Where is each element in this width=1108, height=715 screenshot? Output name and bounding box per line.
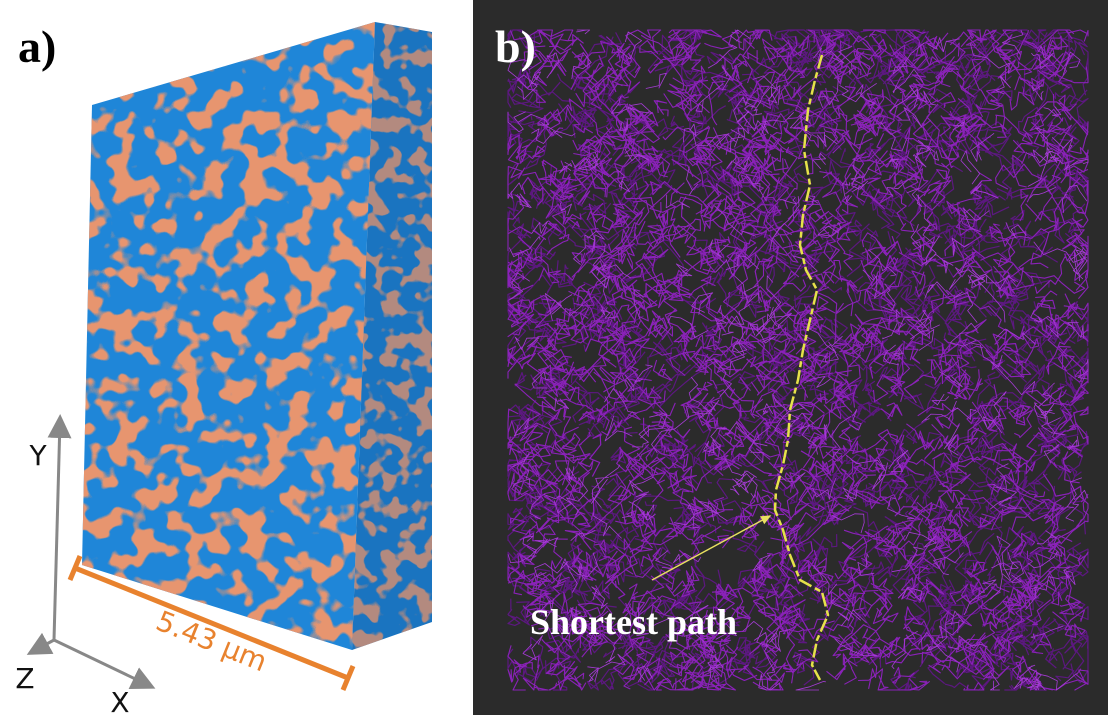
panel-b: Shortest path b) bbox=[473, 0, 1108, 715]
z-axis bbox=[32, 640, 54, 652]
x-axis bbox=[54, 640, 150, 686]
annotation: Shortest path bbox=[530, 602, 737, 642]
figure: a) Y Z X 5.43 µm Shortest path b) bbox=[0, 0, 1108, 715]
y-axis bbox=[54, 420, 60, 640]
panel-label: a) bbox=[18, 21, 56, 72]
axis-label: X bbox=[110, 686, 129, 715]
phase-texture bbox=[70, 15, 390, 665]
panel-a: a) Y Z X 5.43 µm bbox=[15, 15, 440, 715]
axis-label: Y bbox=[28, 439, 47, 472]
panel-label: b) bbox=[495, 21, 536, 72]
axis-label: Z bbox=[15, 662, 34, 695]
